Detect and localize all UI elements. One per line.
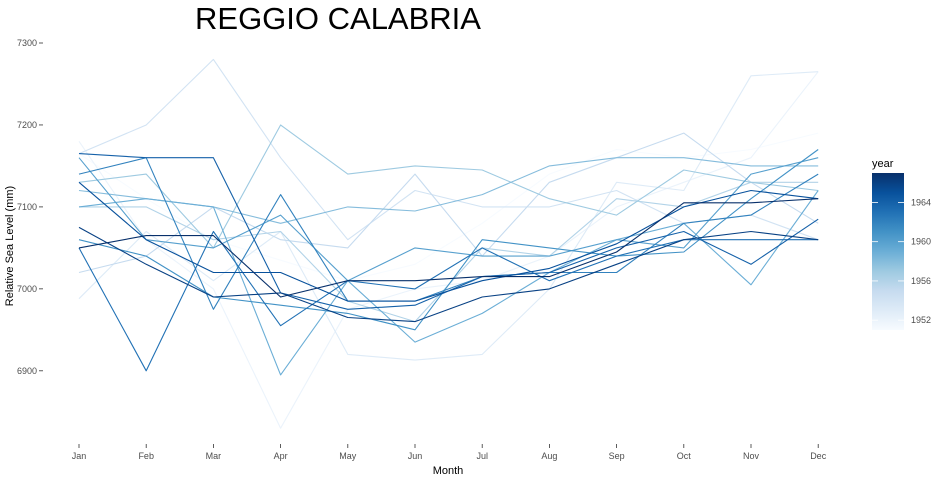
y-tick-label: 7000 [17, 284, 37, 294]
y-axis-title: Relative Sea Level (mm) [4, 186, 16, 306]
series-line-1953 [78, 71, 819, 361]
x-tick-label: Jun [408, 451, 423, 461]
x-tick-label: Sep [609, 451, 625, 461]
x-tick-label: Jan [72, 451, 87, 461]
x-axis: Jan Feb Mar Apr May Jun Jul Aug Sep Oct Nov Dec [72, 444, 827, 461]
series-line-1952 [78, 71, 819, 429]
series-line-1962 [78, 157, 819, 310]
x-tick-label: Mar [206, 451, 222, 461]
legend: year 1952 1956 1960 1964 [872, 158, 931, 330]
x-axis-title: Month [433, 465, 464, 477]
chart-title: REGGIO CALABRIA [195, 1, 481, 36]
y-tick-label: 6900 [17, 366, 37, 376]
y-tick-label: 7100 [17, 202, 37, 212]
series-line-1967 [78, 198, 819, 298]
x-tick-label: Nov [743, 451, 760, 461]
x-tick-label: Dec [810, 451, 827, 461]
series-line-1951 [78, 132, 819, 282]
series-line-1966 [78, 226, 819, 323]
x-tick-label: Apr [274, 451, 288, 461]
series-line-1963 [78, 230, 819, 372]
series-line-1961 [78, 149, 819, 331]
series-lines [78, 58, 819, 429]
series-line-1965 [78, 181, 819, 302]
legend-tick-label: 1960 [911, 237, 931, 247]
legend-ticks: 1952 1956 1960 1964 [872, 197, 931, 325]
y-tick-label: 7200 [17, 120, 37, 130]
series-line-1955 [78, 132, 819, 274]
y-tick-label: 7300 [17, 38, 37, 48]
series-line-1960 [78, 157, 819, 282]
x-tick-label: May [339, 451, 357, 461]
legend-tick-label: 1956 [911, 276, 931, 286]
x-tick-label: Feb [138, 451, 154, 461]
legend-tick-label: 1964 [911, 197, 931, 207]
legend-tick-label: 1952 [911, 315, 931, 325]
legend-title: year [872, 158, 894, 170]
x-tick-label: Oct [677, 451, 692, 461]
x-tick-label: Jul [476, 451, 488, 461]
series-line-1957 [78, 124, 819, 249]
legend-colorbar [872, 173, 904, 330]
series-line-1959 [78, 190, 819, 376]
x-tick-label: Aug [541, 451, 557, 461]
y-axis: 6900 7000 7100 7200 7300 [17, 38, 43, 376]
